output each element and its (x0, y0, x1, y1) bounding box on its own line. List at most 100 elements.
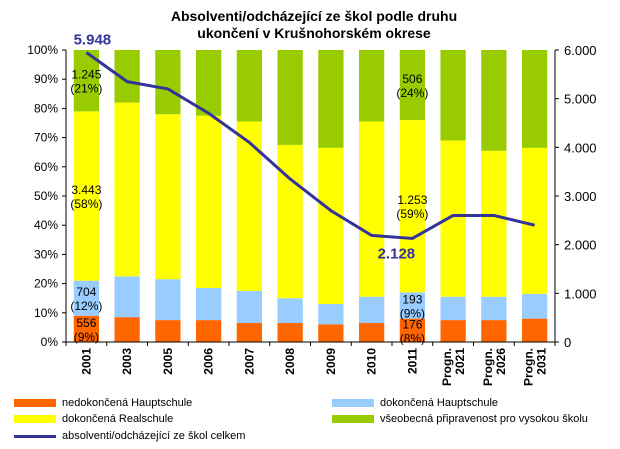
line-value-label: 5.948 (74, 32, 112, 49)
right-tick-label: 0 (564, 335, 571, 350)
left-tick-label: 90% (34, 72, 58, 86)
right-tick-label: 5.000 (564, 92, 597, 107)
bar-segment (521, 50, 548, 148)
bar-segment (358, 323, 385, 342)
legend-item-dokoncena-hauptschule: dokončená Hauptschule (332, 395, 498, 411)
left-tick-label: 80% (34, 101, 58, 115)
data-label: 193 (9%) (400, 293, 425, 321)
legend-label: dokončená Realschule (62, 413, 174, 425)
bar-segment (318, 50, 344, 148)
bar-segment (114, 102, 140, 277)
legend-label: nedokončená Hauptschule (62, 397, 193, 409)
legend-label: absolventi/odcházející ze škol celkem (62, 430, 246, 442)
bar-segment (114, 276, 140, 318)
line-value-label: 2.128 (378, 245, 416, 262)
left-tick-label: 70% (34, 131, 58, 145)
legend-item-absolventi-celkem: absolventi/odcházející ze škol celkem (14, 428, 245, 444)
bar-segment (155, 114, 181, 280)
right-tick-label: 6.000 (564, 43, 597, 58)
left-tick-label: 40% (34, 218, 58, 232)
data-label: 704 (12%) (70, 285, 102, 313)
bar-segment (195, 115, 222, 288)
total-line (85, 51, 535, 240)
bar-segment (318, 147, 344, 305)
x-tick-label: 2007 (242, 348, 256, 375)
legend: nedokončená Hauptschule dokončená Haupts… (14, 392, 614, 448)
bar-segment (73, 315, 100, 342)
bar-segment (358, 50, 385, 122)
x-tick-label: Progn.2026 (481, 348, 508, 386)
left-tick-label: 10% (34, 306, 58, 320)
data-label: 1.245 (21%) (70, 68, 102, 96)
left-tick-label: 20% (34, 277, 58, 291)
legend-label: dokončená Hauptschule (380, 397, 499, 409)
right-tick-label: 4.000 (564, 140, 597, 155)
x-tick-label: 2010 (365, 348, 379, 375)
plot-area: 0% 10% 20% 30% 40% 50% 60% 70% 80% 90% 100% 0 1.000 2… (27, 32, 596, 386)
bar-segment (399, 50, 426, 121)
bar-segment (277, 144, 303, 299)
right-tick-label: 1.000 (564, 286, 597, 301)
bar-segment (358, 296, 385, 324)
chart-title-line-2: ukončení v Krušnohorském okrese (197, 25, 431, 41)
data-label: 556 (9%) (74, 316, 99, 344)
legend-item-nedokoncena-hauptschule: nedokončená Hauptschule (14, 395, 192, 411)
left-tick-label: 0% (41, 335, 59, 349)
bar-segment (114, 317, 140, 342)
bar-segment (277, 50, 303, 145)
bar-segment (195, 287, 222, 321)
bar-segment (481, 320, 507, 342)
legend-swatch (332, 399, 374, 407)
bar-segment (521, 318, 548, 342)
bar-segment (440, 320, 466, 342)
bar-segment (73, 111, 100, 281)
chart: Absolventi/odcházející ze škol podle dru… (27, 8, 596, 386)
bar-segment (155, 320, 181, 342)
chart-title-line-1: Absolventi/odcházející ze škol podle dru… (171, 8, 457, 24)
bar-segment (481, 296, 507, 321)
bar-segment (195, 320, 222, 342)
x-tick-label: 2008 (283, 348, 297, 375)
left-tick-label: 100% (27, 43, 58, 57)
bar-segment (318, 304, 344, 325)
bar-segment (399, 318, 426, 342)
bar-segment (236, 50, 263, 122)
bar-segment (521, 293, 548, 319)
bar-segment (236, 121, 263, 291)
bar-segment (521, 147, 548, 294)
x-tick-label: 2003 (120, 348, 134, 375)
legend-line-swatch (14, 434, 56, 438)
x-tick-label: 2009 (324, 348, 338, 375)
bar-segment (155, 279, 181, 321)
bar-segment (399, 292, 426, 319)
bar-segment (481, 150, 507, 297)
bar-segment (358, 121, 385, 297)
data-label: 1.253 (59%) (396, 193, 428, 221)
x-tick-label: 2005 (161, 348, 175, 375)
bar-segment (440, 296, 466, 321)
bar-segment (277, 298, 303, 324)
bar-segment (195, 50, 222, 116)
x-tick-label: 2006 (202, 348, 216, 375)
bar-segment (277, 323, 303, 342)
right-tick-label: 3.000 (564, 189, 597, 204)
bar-segment (440, 50, 466, 141)
legend-swatch (14, 399, 56, 407)
x-tick-label: 2011 (405, 348, 419, 374)
legend-item-dokoncena-realschule: dokončená Realschule (14, 411, 173, 427)
bar-segment (236, 323, 263, 342)
legend-swatch (14, 415, 56, 423)
left-tick-label: 30% (34, 247, 58, 261)
x-tick-label: Progn.2031 (522, 348, 549, 386)
legend-item-vseobecna-pripravenost: všeobecná připravenost pro vysokou školu (332, 411, 588, 427)
data-label: 506 (24%) (396, 72, 428, 100)
left-tick-label: 50% (34, 189, 58, 203)
left-tick-label: 60% (34, 160, 58, 174)
x-tick-label: Progn.2021 (440, 348, 467, 386)
bar-segment (73, 280, 100, 316)
data-label: 3.443 (58%) (70, 183, 102, 211)
bar-segment (399, 120, 426, 293)
bar-segment (440, 140, 466, 297)
legend-label: všeobecná připravenost pro vysokou školu (380, 413, 588, 425)
right-tick-label: 2.000 (564, 238, 597, 253)
